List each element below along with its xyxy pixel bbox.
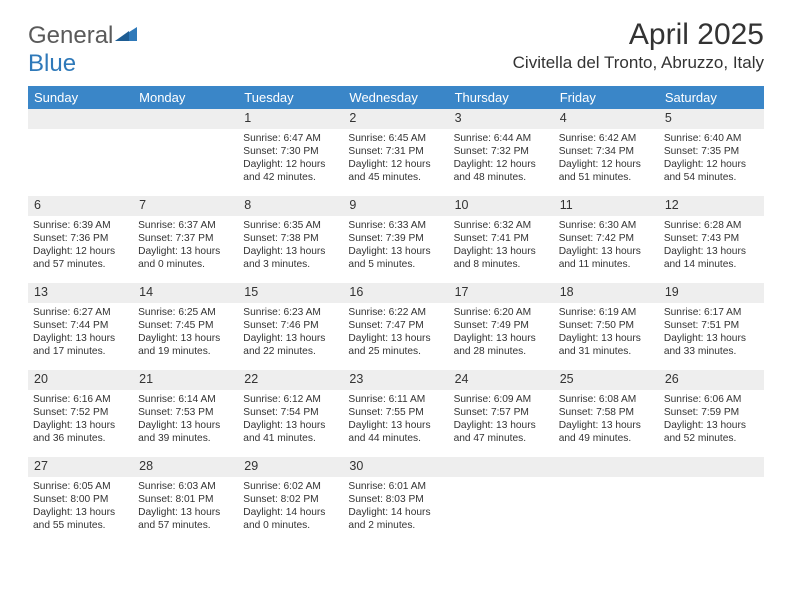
day-number: 11 — [554, 196, 659, 216]
weekday-header: Friday — [554, 86, 659, 109]
day-details: Sunrise: 6:35 AMSunset: 7:38 PMDaylight:… — [238, 216, 343, 283]
day-details: Sunrise: 6:40 AMSunset: 7:35 PMDaylight:… — [659, 129, 764, 196]
day-number: 8 — [238, 196, 343, 216]
day-number: 21 — [133, 370, 238, 390]
day-details: Sunrise: 6:12 AMSunset: 7:54 PMDaylight:… — [238, 390, 343, 457]
day-number: 27 — [28, 457, 133, 477]
calendar-table: Sunday Monday Tuesday Wednesday Thursday… — [28, 86, 764, 544]
brand-logo: GeneralBlue — [28, 22, 137, 78]
day-details: Sunrise: 6:03 AMSunset: 8:01 PMDaylight:… — [133, 477, 238, 544]
day-number: 18 — [554, 283, 659, 303]
brand-logo-shape — [115, 22, 137, 49]
day-number: 6 — [28, 196, 133, 216]
day-number: 26 — [659, 370, 764, 390]
day-number: 12 — [659, 196, 764, 216]
daynum-row: 12345 — [28, 109, 764, 129]
day-details — [133, 129, 238, 196]
day-number: 10 — [449, 196, 554, 216]
day-details — [659, 477, 764, 544]
day-number: 17 — [449, 283, 554, 303]
day-details — [28, 129, 133, 196]
day-details: Sunrise: 6:27 AMSunset: 7:44 PMDaylight:… — [28, 303, 133, 370]
day-number — [133, 109, 238, 129]
weekday-header: Saturday — [659, 86, 764, 109]
day-number: 1 — [238, 109, 343, 129]
day-details: Sunrise: 6:06 AMSunset: 7:59 PMDaylight:… — [659, 390, 764, 457]
day-number: 28 — [133, 457, 238, 477]
day-number: 7 — [133, 196, 238, 216]
day-number — [28, 109, 133, 129]
day-details: Sunrise: 6:44 AMSunset: 7:32 PMDaylight:… — [449, 129, 554, 196]
month-title: April 2025 — [513, 18, 764, 51]
day-details: Sunrise: 6:22 AMSunset: 7:47 PMDaylight:… — [343, 303, 448, 370]
day-number — [449, 457, 554, 477]
day-details: Sunrise: 6:47 AMSunset: 7:30 PMDaylight:… — [238, 129, 343, 196]
day-details: Sunrise: 6:45 AMSunset: 7:31 PMDaylight:… — [343, 129, 448, 196]
day-number: 13 — [28, 283, 133, 303]
day-number: 5 — [659, 109, 764, 129]
day-details: Sunrise: 6:37 AMSunset: 7:37 PMDaylight:… — [133, 216, 238, 283]
day-number: 20 — [28, 370, 133, 390]
weekday-header-row: Sunday Monday Tuesday Wednesday Thursday… — [28, 86, 764, 109]
details-row: Sunrise: 6:47 AMSunset: 7:30 PMDaylight:… — [28, 129, 764, 196]
day-details: Sunrise: 6:25 AMSunset: 7:45 PMDaylight:… — [133, 303, 238, 370]
day-number: 22 — [238, 370, 343, 390]
weekday-header: Monday — [133, 86, 238, 109]
day-number: 16 — [343, 283, 448, 303]
day-number: 15 — [238, 283, 343, 303]
day-details: Sunrise: 6:16 AMSunset: 7:52 PMDaylight:… — [28, 390, 133, 457]
day-number: 19 — [659, 283, 764, 303]
day-details: Sunrise: 6:20 AMSunset: 7:49 PMDaylight:… — [449, 303, 554, 370]
day-details: Sunrise: 6:30 AMSunset: 7:42 PMDaylight:… — [554, 216, 659, 283]
day-details: Sunrise: 6:05 AMSunset: 8:00 PMDaylight:… — [28, 477, 133, 544]
weekday-header: Wednesday — [343, 86, 448, 109]
day-details: Sunrise: 6:02 AMSunset: 8:02 PMDaylight:… — [238, 477, 343, 544]
daynum-row: 20212223242526 — [28, 370, 764, 390]
day-number: 30 — [343, 457, 448, 477]
details-row: Sunrise: 6:16 AMSunset: 7:52 PMDaylight:… — [28, 390, 764, 457]
day-details: Sunrise: 6:39 AMSunset: 7:36 PMDaylight:… — [28, 216, 133, 283]
day-details: Sunrise: 6:14 AMSunset: 7:53 PMDaylight:… — [133, 390, 238, 457]
day-details: Sunrise: 6:17 AMSunset: 7:51 PMDaylight:… — [659, 303, 764, 370]
day-number: 25 — [554, 370, 659, 390]
day-details: Sunrise: 6:01 AMSunset: 8:03 PMDaylight:… — [343, 477, 448, 544]
brand-text-blue: Blue — [28, 50, 76, 77]
day-number: 9 — [343, 196, 448, 216]
day-number: 29 — [238, 457, 343, 477]
day-number: 3 — [449, 109, 554, 129]
day-number: 24 — [449, 370, 554, 390]
day-details: Sunrise: 6:42 AMSunset: 7:34 PMDaylight:… — [554, 129, 659, 196]
day-details: Sunrise: 6:11 AMSunset: 7:55 PMDaylight:… — [343, 390, 448, 457]
day-details: Sunrise: 6:09 AMSunset: 7:57 PMDaylight:… — [449, 390, 554, 457]
details-row: Sunrise: 6:05 AMSunset: 8:00 PMDaylight:… — [28, 477, 764, 544]
day-details: Sunrise: 6:08 AMSunset: 7:58 PMDaylight:… — [554, 390, 659, 457]
details-row: Sunrise: 6:27 AMSunset: 7:44 PMDaylight:… — [28, 303, 764, 370]
weekday-header: Sunday — [28, 86, 133, 109]
day-details: Sunrise: 6:32 AMSunset: 7:41 PMDaylight:… — [449, 216, 554, 283]
day-details: Sunrise: 6:23 AMSunset: 7:46 PMDaylight:… — [238, 303, 343, 370]
location-text: Civitella del Tronto, Abruzzo, Italy — [513, 53, 764, 73]
daynum-row: 13141516171819 — [28, 283, 764, 303]
day-number — [554, 457, 659, 477]
brand-text-gray: General — [28, 22, 113, 49]
day-details — [554, 477, 659, 544]
day-number: 2 — [343, 109, 448, 129]
day-number: 23 — [343, 370, 448, 390]
day-details: Sunrise: 6:19 AMSunset: 7:50 PMDaylight:… — [554, 303, 659, 370]
day-details: Sunrise: 6:28 AMSunset: 7:43 PMDaylight:… — [659, 216, 764, 283]
brand-text: GeneralBlue — [28, 22, 137, 78]
details-row: Sunrise: 6:39 AMSunset: 7:36 PMDaylight:… — [28, 216, 764, 283]
weekday-header: Thursday — [449, 86, 554, 109]
day-details — [449, 477, 554, 544]
daynum-row: 27282930 — [28, 457, 764, 477]
weekday-header: Tuesday — [238, 86, 343, 109]
daynum-row: 6789101112 — [28, 196, 764, 216]
day-number — [659, 457, 764, 477]
day-details: Sunrise: 6:33 AMSunset: 7:39 PMDaylight:… — [343, 216, 448, 283]
day-number: 14 — [133, 283, 238, 303]
day-number: 4 — [554, 109, 659, 129]
